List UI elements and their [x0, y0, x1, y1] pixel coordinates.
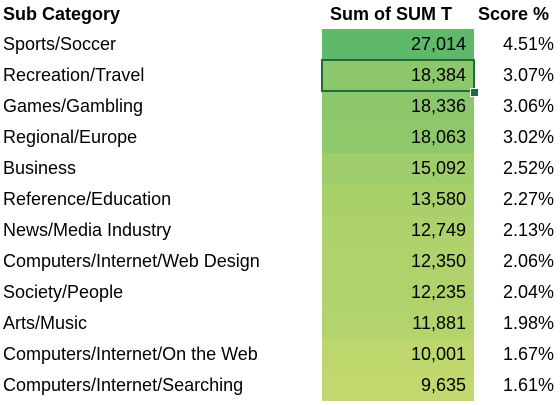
sub-category-cell[interactable]: Computers/Internet/On the Web	[3, 344, 258, 364]
sub-category-cell[interactable]: Regional/Europe	[3, 127, 138, 147]
score-cell[interactable]: 2.04%	[502, 282, 554, 302]
score-cell[interactable]: 1.98%	[502, 313, 554, 333]
score-cell[interactable]: 3.07%	[502, 65, 554, 85]
sub-category-cell[interactable]: Society/People	[3, 282, 124, 302]
score-cell[interactable]: 3.06%	[502, 96, 554, 116]
sum-cell[interactable]: 18,063	[322, 122, 474, 153]
selection-border	[321, 59, 475, 92]
sub-category-cell[interactable]: Computers/Internet/Web Design	[3, 251, 260, 271]
score-cell[interactable]: 4.51%	[502, 34, 554, 54]
sum-cell[interactable]: 9,635	[322, 370, 474, 401]
sum-cell[interactable]: 12,235	[322, 277, 474, 308]
sub-category-cell[interactable]: Sports/Soccer	[3, 34, 117, 54]
sub-category-cell[interactable]: News/Media Industry	[3, 220, 172, 240]
score-cell[interactable]: 3.02%	[502, 127, 554, 147]
score-cell[interactable]: 2.13%	[502, 220, 554, 240]
score-cell[interactable]: 2.27%	[502, 189, 554, 209]
score-cell[interactable]: 1.61%	[502, 375, 554, 395]
sum-cell[interactable]: 11,881	[322, 308, 474, 339]
sub-category-cell[interactable]: Games/Gambling	[3, 96, 144, 116]
score-cell[interactable]: 2.52%	[502, 158, 554, 178]
sub-category-cell[interactable]: Arts/Music	[3, 313, 88, 333]
header-cell[interactable]: Score %	[478, 4, 550, 24]
sum-cell[interactable]: 18,384	[322, 60, 474, 91]
sum-cell[interactable]: 10,001	[322, 339, 474, 370]
sum-cell[interactable]: 12,350	[322, 246, 474, 277]
sum-cell[interactable]: 12,749	[322, 215, 474, 246]
sum-cell[interactable]: 27,014	[322, 29, 474, 60]
sum-cell[interactable]: 15,092	[322, 153, 474, 184]
fill-handle[interactable]	[470, 88, 479, 97]
sub-category-cell[interactable]: Computers/Internet/Searching	[3, 375, 244, 395]
sub-category-cell[interactable]: Business	[3, 158, 77, 178]
sub-category-cell[interactable]: Recreation/Travel	[3, 65, 145, 85]
header-cell[interactable]: Sum of SUM T	[330, 4, 452, 24]
sub-category-cell[interactable]: Reference/Education	[3, 189, 172, 209]
sum-cell[interactable]: 18,336	[322, 91, 474, 122]
sum-cell[interactable]: 13,580	[322, 184, 474, 215]
score-cell[interactable]: 1.67%	[502, 344, 554, 364]
score-cell[interactable]: 2.06%	[502, 251, 554, 271]
header-cell[interactable]: Sub Category	[3, 4, 121, 24]
